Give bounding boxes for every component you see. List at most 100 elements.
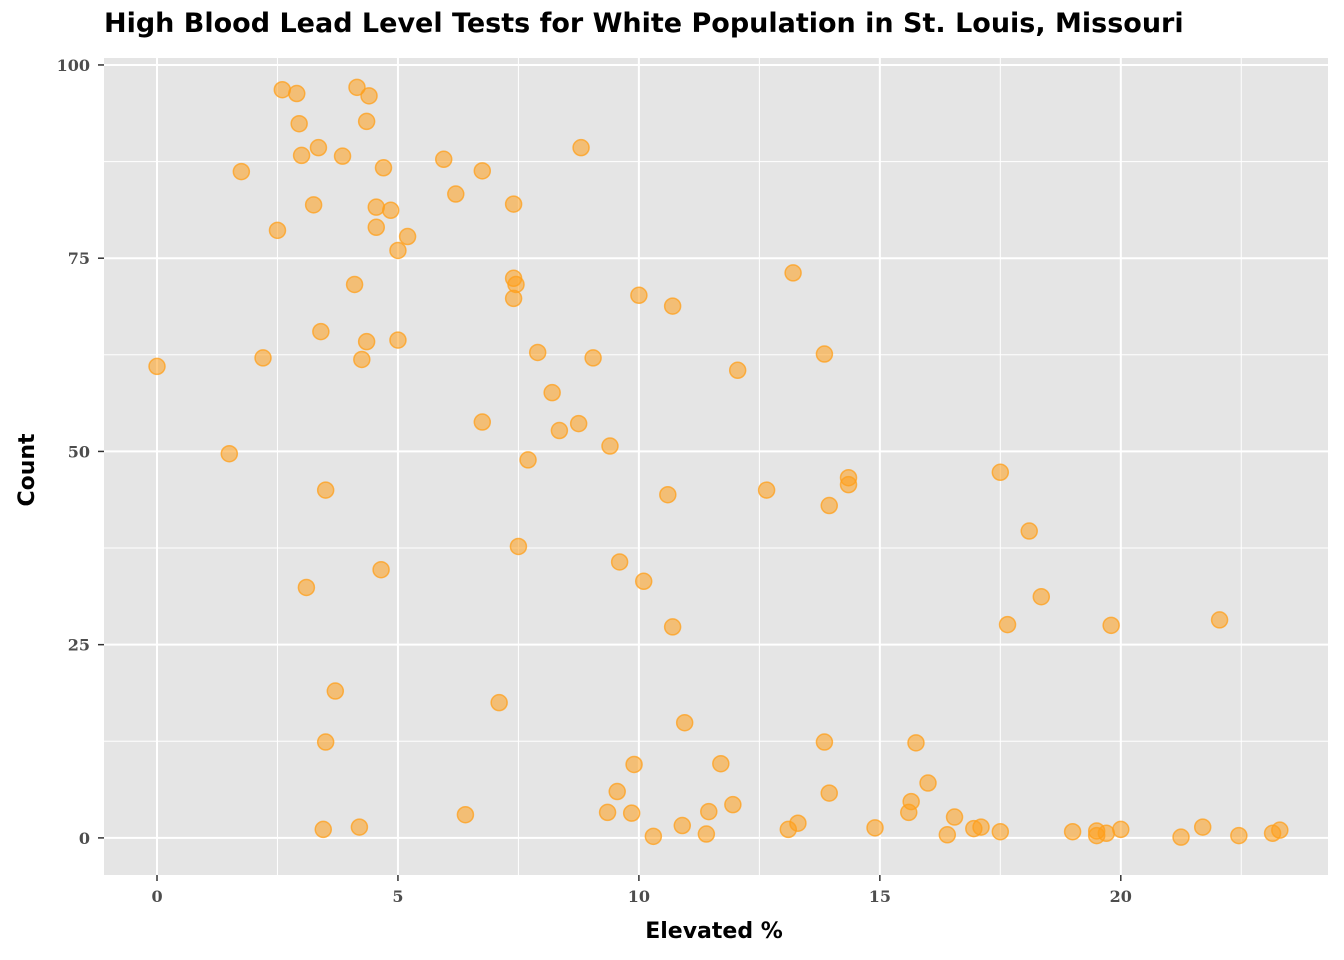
y-tick-label: 75	[68, 249, 90, 268]
minor-gridlines	[104, 58, 1328, 875]
data-point	[367, 198, 386, 216]
data-point	[326, 682, 345, 700]
x-axis-label: Elevated %	[645, 919, 783, 944]
data-point	[700, 802, 718, 821]
data-point	[314, 820, 333, 839]
data-point	[304, 196, 323, 214]
data-point	[1230, 826, 1248, 845]
chart-title: High Blood Lead Level Tests for White Po…	[104, 8, 1184, 39]
data-point	[663, 297, 682, 315]
data-point	[290, 114, 308, 133]
data-point	[820, 784, 838, 802]
data-point	[1112, 820, 1130, 839]
data-point	[528, 343, 547, 362]
y-axis-label: Count	[15, 433, 40, 507]
data-point	[550, 421, 569, 440]
data-point	[919, 774, 937, 792]
data-point	[1210, 611, 1229, 629]
data-point	[1193, 818, 1212, 836]
data-point	[268, 221, 287, 240]
data-point	[608, 782, 626, 801]
data-point	[1032, 587, 1051, 606]
data-point	[584, 349, 602, 367]
data-point	[789, 814, 807, 832]
data-point	[345, 275, 364, 294]
y-axis-ticks: 0 25 50 75 100	[57, 56, 104, 848]
data-point	[644, 827, 663, 846]
data-point	[991, 822, 1010, 841]
data-point	[1172, 828, 1190, 846]
data-point	[659, 485, 677, 504]
data-point	[907, 734, 925, 752]
x-tick-label: 10	[628, 887, 650, 906]
data-point	[232, 162, 251, 181]
data-point	[820, 496, 838, 515]
data-point	[316, 733, 335, 751]
data-point	[1102, 616, 1120, 635]
data-point	[543, 383, 561, 402]
x-tick-label: 0	[151, 887, 162, 906]
x-tick-label: 15	[869, 887, 891, 906]
data-point	[389, 331, 407, 349]
y-tick-label: 25	[68, 636, 90, 655]
data-point	[348, 78, 366, 97]
data-point	[148, 357, 166, 376]
data-point	[374, 159, 393, 177]
data-point	[902, 792, 920, 811]
data-point	[945, 808, 964, 826]
data-point	[598, 803, 617, 822]
data-point	[434, 150, 453, 169]
data-point	[610, 553, 629, 571]
data-point	[839, 468, 858, 487]
x-axis-ticks: 0 5 10 15 20	[151, 875, 1132, 906]
data-point	[712, 754, 730, 773]
data-point	[519, 451, 537, 469]
data-point	[697, 825, 716, 843]
data-point	[316, 481, 335, 499]
data-point	[815, 733, 834, 751]
y-tick-label: 100	[57, 56, 90, 75]
major-gridlines	[104, 58, 1328, 875]
x-tick-label: 20	[1110, 887, 1132, 906]
data-point	[220, 444, 239, 463]
data-point	[357, 112, 376, 131]
data-point	[675, 713, 694, 732]
data-point	[625, 755, 643, 774]
data-point	[381, 201, 400, 220]
data-point	[938, 826, 957, 844]
data-point	[757, 481, 776, 499]
data-point	[447, 185, 465, 203]
data-point	[1063, 822, 1082, 841]
data-point	[292, 146, 311, 165]
data-point	[398, 227, 417, 246]
data-point	[504, 195, 523, 213]
data-point	[1097, 824, 1116, 843]
data-point	[367, 218, 386, 237]
data-point	[504, 289, 523, 308]
data-point	[972, 818, 990, 836]
data-point	[1020, 522, 1038, 540]
x-tick-label: 5	[392, 887, 403, 906]
data-point	[456, 805, 475, 824]
data-point	[991, 463, 1010, 482]
y-tick-label: 50	[68, 442, 90, 461]
data-points	[148, 78, 1289, 846]
data-point	[372, 560, 390, 579]
data-point	[360, 87, 378, 105]
data-point	[784, 264, 802, 282]
data-point	[569, 414, 588, 433]
data-point	[473, 162, 492, 180]
data-point	[601, 437, 619, 455]
data-point	[309, 138, 328, 157]
data-point	[389, 241, 407, 260]
data-point	[866, 819, 884, 837]
data-point	[350, 818, 369, 836]
data-point	[273, 80, 292, 99]
data-point	[572, 138, 590, 157]
data-point	[634, 572, 653, 591]
y-tick-label: 0	[79, 829, 90, 848]
data-point	[288, 84, 306, 103]
data-point	[1271, 821, 1289, 839]
data-point	[357, 332, 376, 351]
